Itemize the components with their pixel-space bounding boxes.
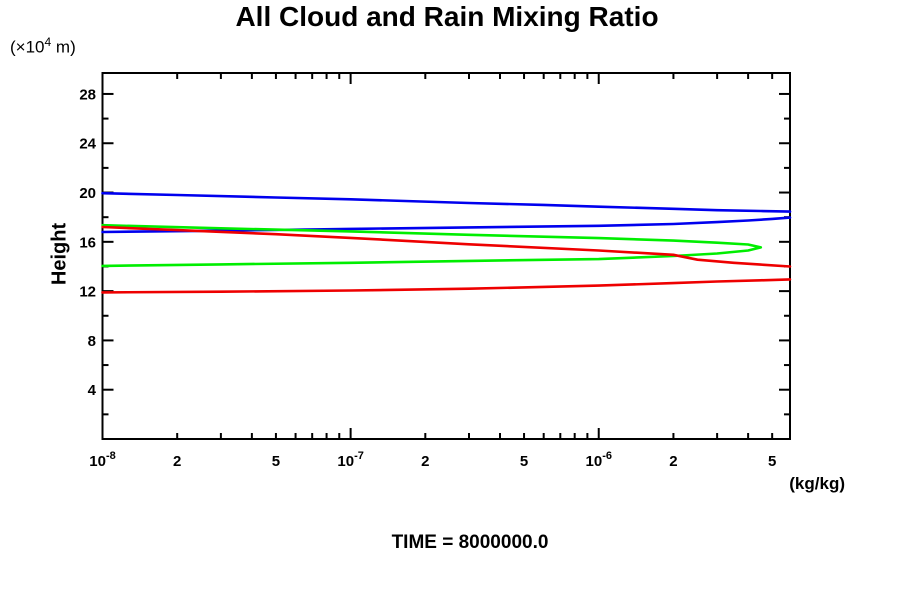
- chart-title: All Cloud and Rain Mixing Ratio: [235, 1, 659, 32]
- blue-profile-line: [101, 216, 792, 234]
- x-tick-label: 5: [272, 453, 280, 470]
- x-tick-label: 10-7: [337, 450, 363, 470]
- x-tick-label: 10-8: [89, 450, 115, 470]
- y-unit-suffix: m): [51, 37, 76, 57]
- red-profile-line: [101, 278, 792, 294]
- blue-profile-line: [101, 191, 792, 213]
- x-tick-label: 2: [669, 453, 677, 470]
- y-axis-title: Height: [48, 222, 71, 286]
- time-annotation: TIME = 8000000.0: [391, 532, 549, 553]
- y-tick-label: 12: [79, 284, 96, 301]
- y-tick-label: 28: [79, 86, 96, 103]
- y-axis-unit-label: (×104 m): [10, 35, 76, 58]
- y-tick-label: 4: [88, 382, 97, 399]
- y-unit-exponent: 4: [44, 35, 52, 49]
- green-profile-line: [101, 223, 763, 268]
- x-tick-label: 10-6: [586, 450, 612, 470]
- y-tick-label: 24: [79, 136, 96, 153]
- x-tick-label: 2: [173, 453, 181, 470]
- x-tick-label: 2: [421, 453, 429, 470]
- red-profile-line: [101, 225, 792, 268]
- plot-frame: [101, 72, 791, 440]
- x-tick-label: 5: [768, 453, 776, 470]
- y-unit-prefix: (×10: [10, 37, 45, 57]
- y-tick-label: 16: [79, 234, 96, 251]
- x-tick-label: 5: [520, 453, 528, 470]
- y-tick-label: 20: [79, 185, 96, 202]
- y-tick-label: 8: [88, 333, 96, 350]
- x-axis-unit-label: (kg/kg): [789, 474, 845, 493]
